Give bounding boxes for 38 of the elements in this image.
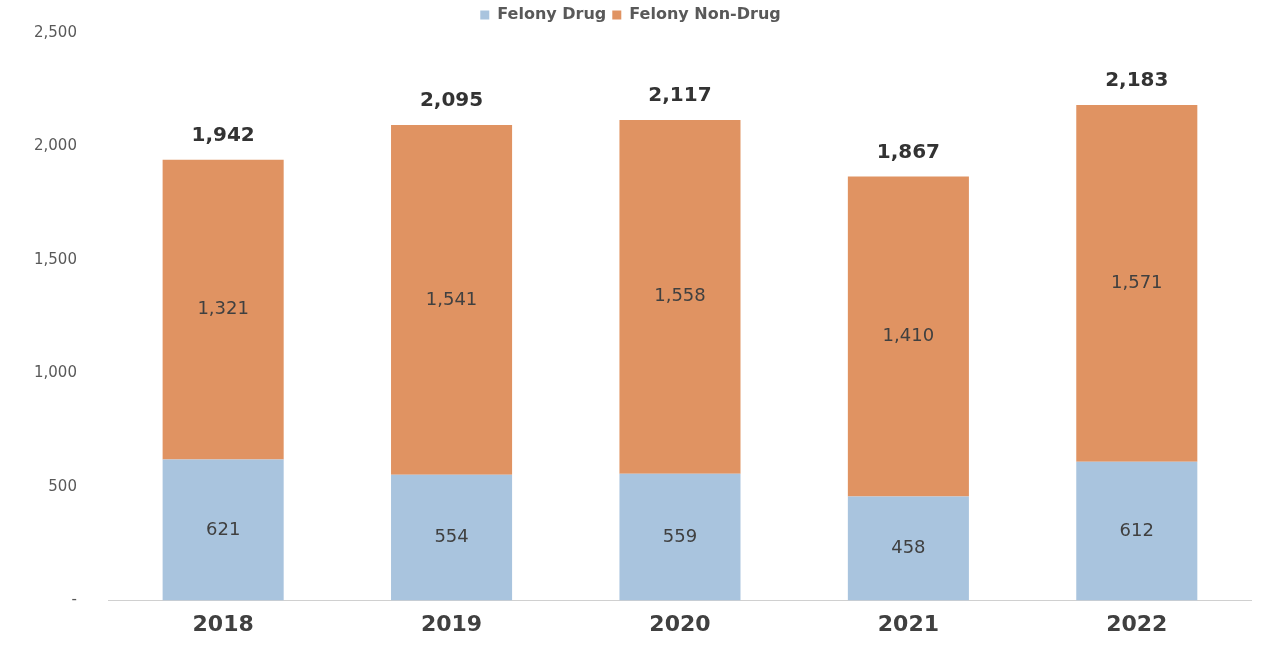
data-label: 554 [434,525,469,547]
x-tick-label: 2018 [192,610,254,636]
x-tick-label: 2021 [877,610,939,636]
y-tick-label: - [71,590,77,609]
data-label: 612 [1119,518,1154,540]
x-tick-label: 2019 [420,610,483,636]
data-label: 1,541 [425,287,478,309]
legend-label: Felony Non-Drug [629,4,781,24]
bar [391,474,513,601]
total-label: 1,942 [191,121,255,146]
x-tick-label: 2020 [649,610,711,636]
total-label: 2,095 [419,87,484,112]
legend-label: Felony Drug [497,4,607,24]
total-label: 1,867 [876,138,941,163]
bar [847,496,969,601]
y-tick-label: 2,000 [33,136,77,155]
y-tick-label: 1,000 [33,363,77,382]
bar [619,473,741,601]
data-label: 1,410 [882,324,935,346]
data-label: 621 [205,517,241,539]
bar [1076,104,1198,462]
total-label: 2,183 [1105,67,1169,92]
bar [391,124,513,475]
bar [1076,461,1198,601]
data-label: 1,558 [654,284,706,306]
data-label: 458 [891,536,926,558]
bar [162,459,284,601]
bar [847,176,969,497]
bar [619,119,741,474]
y-tick-label: 500 [48,476,77,495]
y-tick-label: 2,500 [33,22,77,41]
bar [162,159,284,460]
y-tick-label: 1,500 [33,249,77,268]
data-label: 1,571 [1111,270,1163,292]
x-tick-label: 2022 [1106,610,1168,636]
total-label: 2,117 [648,82,712,107]
data-label: 1,321 [197,297,249,319]
data-label: 559 [662,524,698,546]
